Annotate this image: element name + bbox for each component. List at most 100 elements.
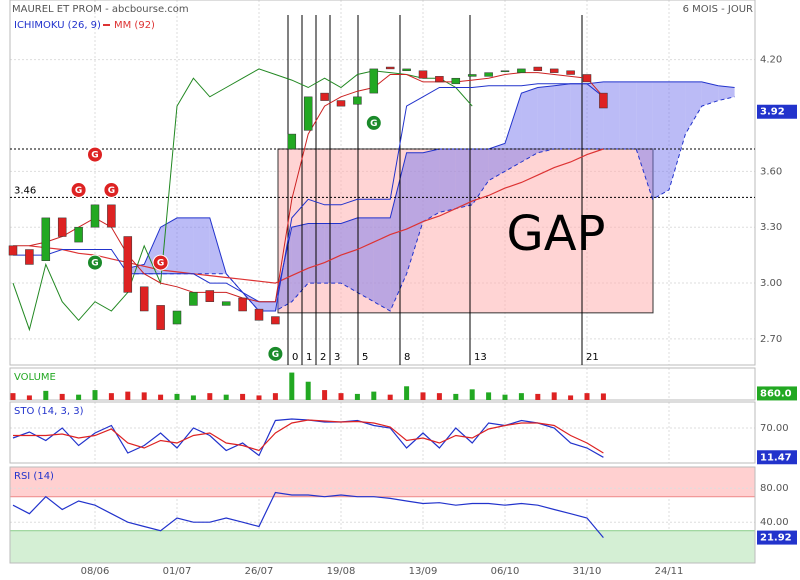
current-value-label: 21.92 [760,533,792,544]
gap-label: GAP [507,206,606,262]
rsi-frame [9,466,756,564]
candle [467,74,477,77]
volume-bar [551,392,557,400]
ichimoku-cloud [357,217,374,302]
ichimoku-cloud [324,223,341,284]
y-tick-label: 70.00 [760,423,789,434]
signal-marker [365,114,382,131]
signal-marker [267,345,284,362]
x-tick-label: 08/06 [81,566,110,577]
y-tick-label: 40.00 [760,517,789,528]
current-value-box [757,530,797,545]
header-period: 6 MOIS - JOUR [683,4,753,15]
volume-bar [469,389,475,400]
current-value-box [757,450,797,465]
candle [57,217,67,237]
ichimoku-cloud [177,217,194,274]
candle [303,96,313,131]
y-tick-label: 80.00 [760,483,789,494]
volume-bar [404,386,410,400]
candle [172,310,182,325]
volume-bar [190,395,196,400]
panel-title: RSI (14) [14,471,54,482]
ichimoku-cloud [554,83,571,149]
ichimoku-cloud [373,217,391,311]
candle [287,133,297,150]
x-tick-label: 19/08 [327,566,356,577]
signal-marker [70,181,87,198]
candle [254,308,264,321]
y-tick-label: 3.00 [760,278,782,289]
fibonacci-label: 13 [474,352,487,363]
x-tick-label: 01/07 [163,566,192,577]
candle [8,245,18,256]
volume-bar [125,391,131,400]
signal-label: G [108,186,115,196]
fibonacci-label: 3 [334,352,340,363]
volume-bar [141,392,147,400]
ichimoku-cloud [587,81,604,149]
candle [533,66,543,72]
ichimoku-cloud [669,81,686,190]
signal-label: G [91,259,98,269]
legend-mm: MM (92) [114,20,155,31]
ichimoku-cloud [439,148,456,213]
candle [74,226,83,243]
x-tick-label: 26/07 [245,566,274,577]
fibonacci-label: 21 [586,352,599,363]
candle [238,297,247,312]
ichimoku-cloud [505,93,522,172]
signal-label: G [272,350,279,360]
candle [271,316,280,325]
sto-frame [9,401,756,464]
candle [107,204,116,228]
ichimoku-cloud [291,223,309,302]
ichimoku-cloud [570,83,587,149]
indicator-line [13,419,604,454]
level-label: 3.46 [14,185,36,196]
volume-frame [9,367,756,401]
fibonacci-label: 2 [320,352,326,363]
volume-bar [305,381,311,400]
volume-bar [272,393,278,400]
volume-bar [387,394,393,400]
fibonacci-label: 5 [362,352,368,363]
current-value-label: 11.47 [760,452,792,463]
volume-bar [59,393,65,400]
volume-bar [26,395,32,400]
ichimoku-cloud [406,152,423,274]
volume-bar [584,393,590,400]
ichimoku-cloud [537,85,555,153]
candle [369,68,379,94]
kijun-line [13,83,604,312]
fibonacci-label: 8 [404,352,410,363]
ichimoku-cloud [193,217,210,274]
ichimoku-cloud [718,85,735,101]
candle [41,217,51,261]
ichimoku-cloud [455,148,473,209]
chikou-line [12,68,473,332]
ichimoku-cloud [603,81,620,149]
candle [418,70,428,79]
y-tick-label: 4.20 [760,55,782,66]
volume-bar [43,390,49,400]
volume-bar [420,392,426,400]
current-value-label: 860.0 [760,388,792,399]
candle [139,286,149,312]
signal-marker [87,146,103,163]
volume-bar [436,393,442,400]
x-tick-label: 13/09 [409,566,438,577]
ichimoku-cloud [488,143,505,181]
candle [25,249,34,265]
signal-label: G [370,119,377,129]
volume-bar [338,393,344,400]
senkou-b-line [127,96,735,312]
candle [189,292,198,306]
volume-bar [322,390,328,400]
candle [90,204,100,228]
volume-bar [289,372,295,400]
volume-bar [568,395,574,400]
fibonacci-label: 0 [292,352,298,363]
candle [582,74,592,83]
